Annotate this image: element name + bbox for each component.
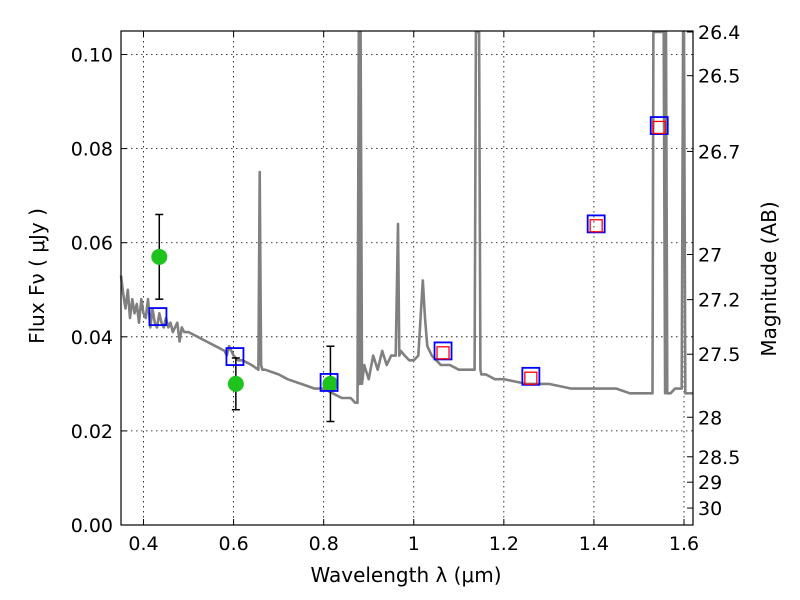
plot-frame [120, 30, 694, 526]
detection-point [151, 248, 168, 265]
right-tick-label: 26.5 [698, 66, 740, 88]
y-tick-label: 0.08 [71, 139, 113, 161]
right-tick-label: 26.7 [698, 141, 740, 163]
x-tick-label: 1.6 [669, 533, 699, 555]
observed-square [436, 346, 450, 360]
right-tick-label: 27.5 [698, 344, 740, 366]
right-axis-label: Magnitude (AB) [757, 201, 781, 356]
x-axis-label: Wavelength λ (μm) [310, 563, 501, 587]
x-tick-label: 0.6 [218, 533, 248, 555]
plot-area [119, 30, 693, 423]
y-tick-label: 0.06 [71, 233, 113, 255]
model-photometry-square [225, 347, 245, 366]
y-tick-label: 0.00 [71, 515, 113, 537]
x-tick-label: 1 [408, 533, 420, 555]
x-tick-label: 1.4 [579, 533, 609, 555]
detection-point [227, 375, 244, 392]
right-tick-label: 28.5 [698, 447, 740, 469]
y-tick-label: 0.04 [71, 327, 113, 349]
model-photometry-square [148, 307, 168, 326]
model-photometry-square [319, 373, 339, 392]
right-tick-label: 26.4 [698, 22, 740, 44]
y-axis-label: Flux Fν ( μJy ) [25, 208, 49, 344]
tick-labels: 0.4 0.6 0.8 1 1.2 1.4 1.6 0.00 0.02 0.04 0.06 0.08 0… [71, 22, 741, 555]
observed-square [652, 120, 666, 135]
right-tick-label: 27.2 [698, 290, 740, 312]
right-tick-label: 29 [698, 472, 722, 494]
x-tick-label: 0.4 [128, 533, 158, 555]
right-tick-label: 30 [698, 498, 722, 520]
right-tick-label: 27 [698, 244, 722, 266]
sed-model-line [119, 30, 693, 405]
detection-point [322, 375, 339, 392]
observed-square [589, 219, 603, 233]
grid-lines [121, 31, 693, 526]
x-tick-label: 1.2 [489, 533, 519, 555]
observed-square [524, 371, 538, 385]
axis-ticks [121, 31, 693, 526]
y-tick-label: 0.02 [71, 421, 113, 443]
x-tick-label: 0.8 [309, 533, 339, 555]
y-tick-label: 0.10 [71, 45, 113, 67]
right-tick-label: 28 [698, 407, 722, 429]
